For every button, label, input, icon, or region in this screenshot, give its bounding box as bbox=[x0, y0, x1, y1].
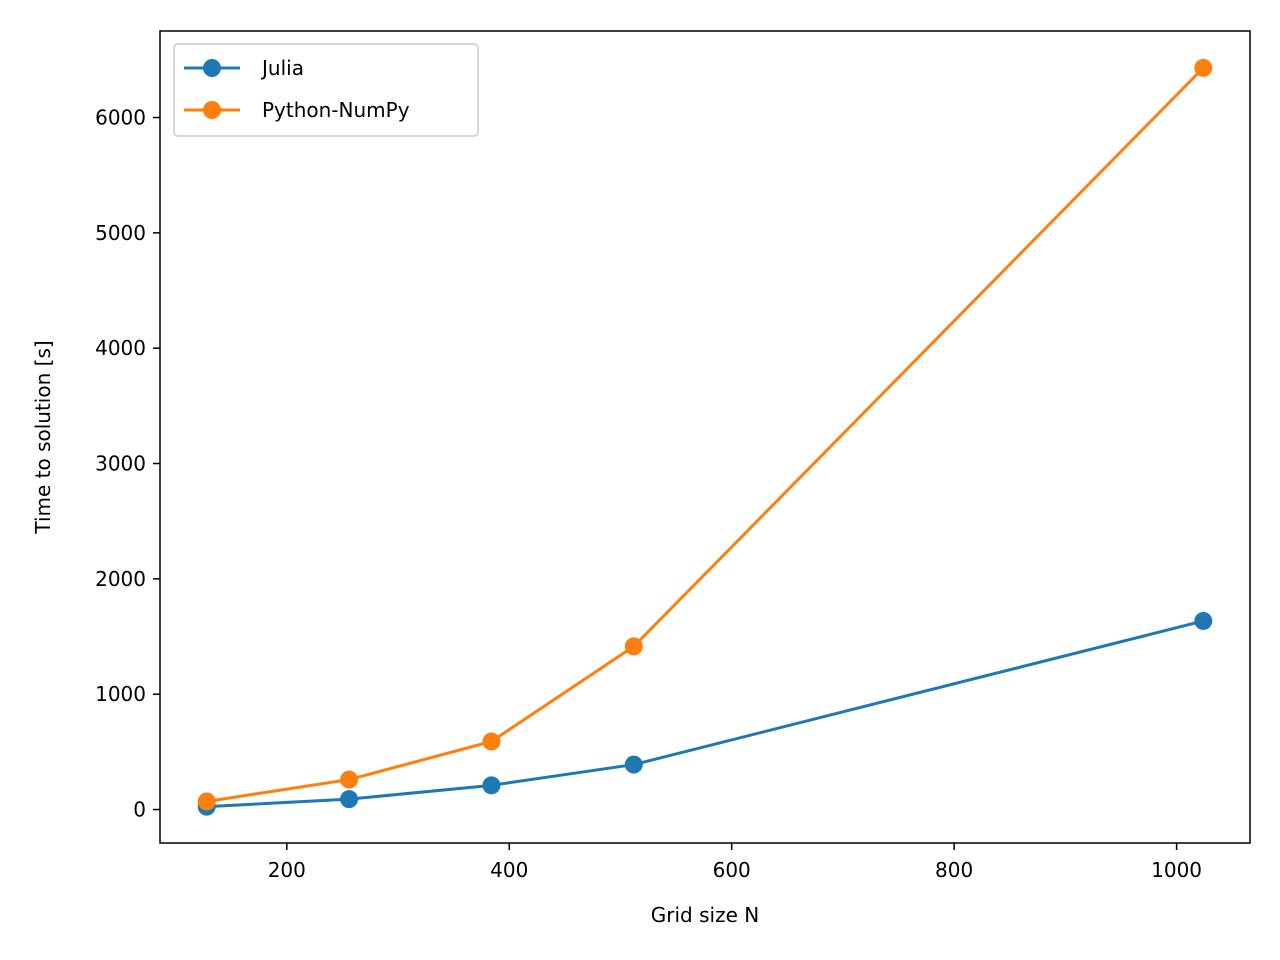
x-tick-label: 800 bbox=[935, 858, 973, 882]
legend-marker-python-numpy bbox=[203, 101, 221, 119]
data-point-julia bbox=[624, 755, 643, 774]
data-point-python-numpy bbox=[197, 792, 216, 811]
data-point-julia bbox=[1194, 611, 1213, 630]
legend-label-julia: Julia bbox=[260, 56, 304, 80]
x-tick-label: 200 bbox=[268, 858, 306, 882]
legend-label-python-numpy: Python-NumPy bbox=[262, 98, 410, 122]
x-tick-label: 1000 bbox=[1151, 858, 1202, 882]
y-tick-label: 1000 bbox=[95, 682, 146, 706]
y-axis-ticks: 0 1000 2000 3000 4000 5000 6000 bbox=[95, 106, 160, 822]
plot-area-frame bbox=[159, 30, 1251, 844]
y-tick-label: 2000 bbox=[95, 567, 146, 591]
y-tick-label: 5000 bbox=[95, 221, 146, 245]
data-point-julia bbox=[482, 776, 501, 795]
x-tick-label: 400 bbox=[490, 858, 528, 882]
y-tick-label: 4000 bbox=[95, 336, 146, 360]
data-point-python-numpy bbox=[340, 770, 359, 789]
x-axis-ticks: 200 400 600 800 1000 bbox=[268, 843, 1202, 882]
data-point-python-numpy bbox=[1194, 58, 1213, 77]
y-tick-label: 6000 bbox=[95, 106, 146, 130]
legend: Julia Python-NumPy bbox=[173, 43, 479, 137]
legend-marker-julia bbox=[203, 59, 221, 77]
y-axis-label: Time to solution [s] bbox=[31, 340, 55, 534]
series-layer bbox=[197, 58, 1213, 816]
data-point-python-numpy bbox=[482, 732, 501, 751]
x-tick-label: 600 bbox=[713, 858, 751, 882]
data-point-julia bbox=[340, 790, 359, 809]
data-point-python-numpy bbox=[624, 637, 643, 656]
legend-box bbox=[173, 43, 479, 137]
y-tick-label: 0 bbox=[133, 798, 146, 822]
y-tick-label: 3000 bbox=[95, 452, 146, 476]
x-axis-label: Grid size N bbox=[651, 903, 759, 927]
